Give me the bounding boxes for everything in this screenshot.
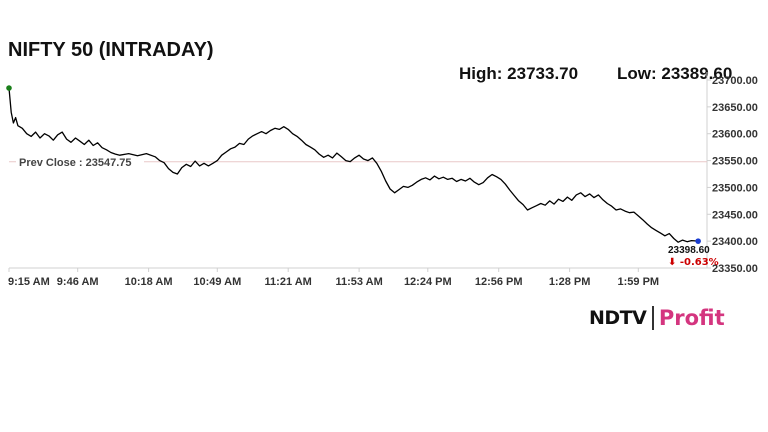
series-line (8, 88, 699, 243)
high-stat: High: 23733.70 (459, 64, 578, 84)
high-label: High: (459, 64, 503, 83)
y-tick-label: 23450.00 (712, 209, 758, 221)
x-tick-label: 9:46 AM (57, 276, 99, 288)
start-point-marker (6, 85, 12, 91)
x-tick-label: 10:49 AM (193, 276, 241, 288)
ndtv-profit-logo: NDTV Profit (589, 304, 725, 332)
y-tick-label: 23700.00 (712, 75, 758, 87)
logo-ndtv-text: NDTV (589, 307, 647, 329)
x-tick-label: 11:21 AM (265, 276, 312, 288)
prev-close-label-bg (16, 153, 144, 169)
x-tick-label: 12:24 PM (404, 276, 452, 288)
x-tick-label: 1:59 PM (618, 276, 660, 288)
x-tick-label: 12:56 PM (475, 276, 523, 288)
x-tick-label: 1:28 PM (549, 276, 591, 288)
y-tick-label: 23500.00 (712, 182, 758, 194)
low-label: Low: (617, 64, 657, 83)
chart-title: NIFTY 50 (INTRADAY) (8, 39, 214, 61)
x-tick-label: 11:53 AM (335, 276, 382, 288)
low-value: 23389.60 (661, 64, 733, 83)
last-price-label: 23398.60 (668, 245, 710, 256)
high-value: 23733.70 (507, 64, 579, 83)
logo-divider (652, 306, 654, 330)
y-tick-label: 23650.00 (712, 102, 758, 114)
y-tick-label: 23550.00 (712, 156, 758, 168)
y-tick-label: 23600.00 (712, 129, 758, 141)
y-tick-label: 23400.00 (712, 236, 758, 248)
prev-close-label: Prev Close : 23547.75 (19, 157, 132, 169)
y-tick-label: 23350.00 (712, 263, 758, 275)
last-price-change: ⬇ -0.63% (668, 257, 719, 268)
low-stat: Low: 23389.60 (617, 64, 732, 84)
end-point-marker (695, 238, 701, 244)
x-tick-label: 10:18 AM (125, 276, 173, 288)
x-tick-label: 9:15 AM (8, 276, 50, 288)
logo-profit-text: Profit (658, 306, 725, 330)
